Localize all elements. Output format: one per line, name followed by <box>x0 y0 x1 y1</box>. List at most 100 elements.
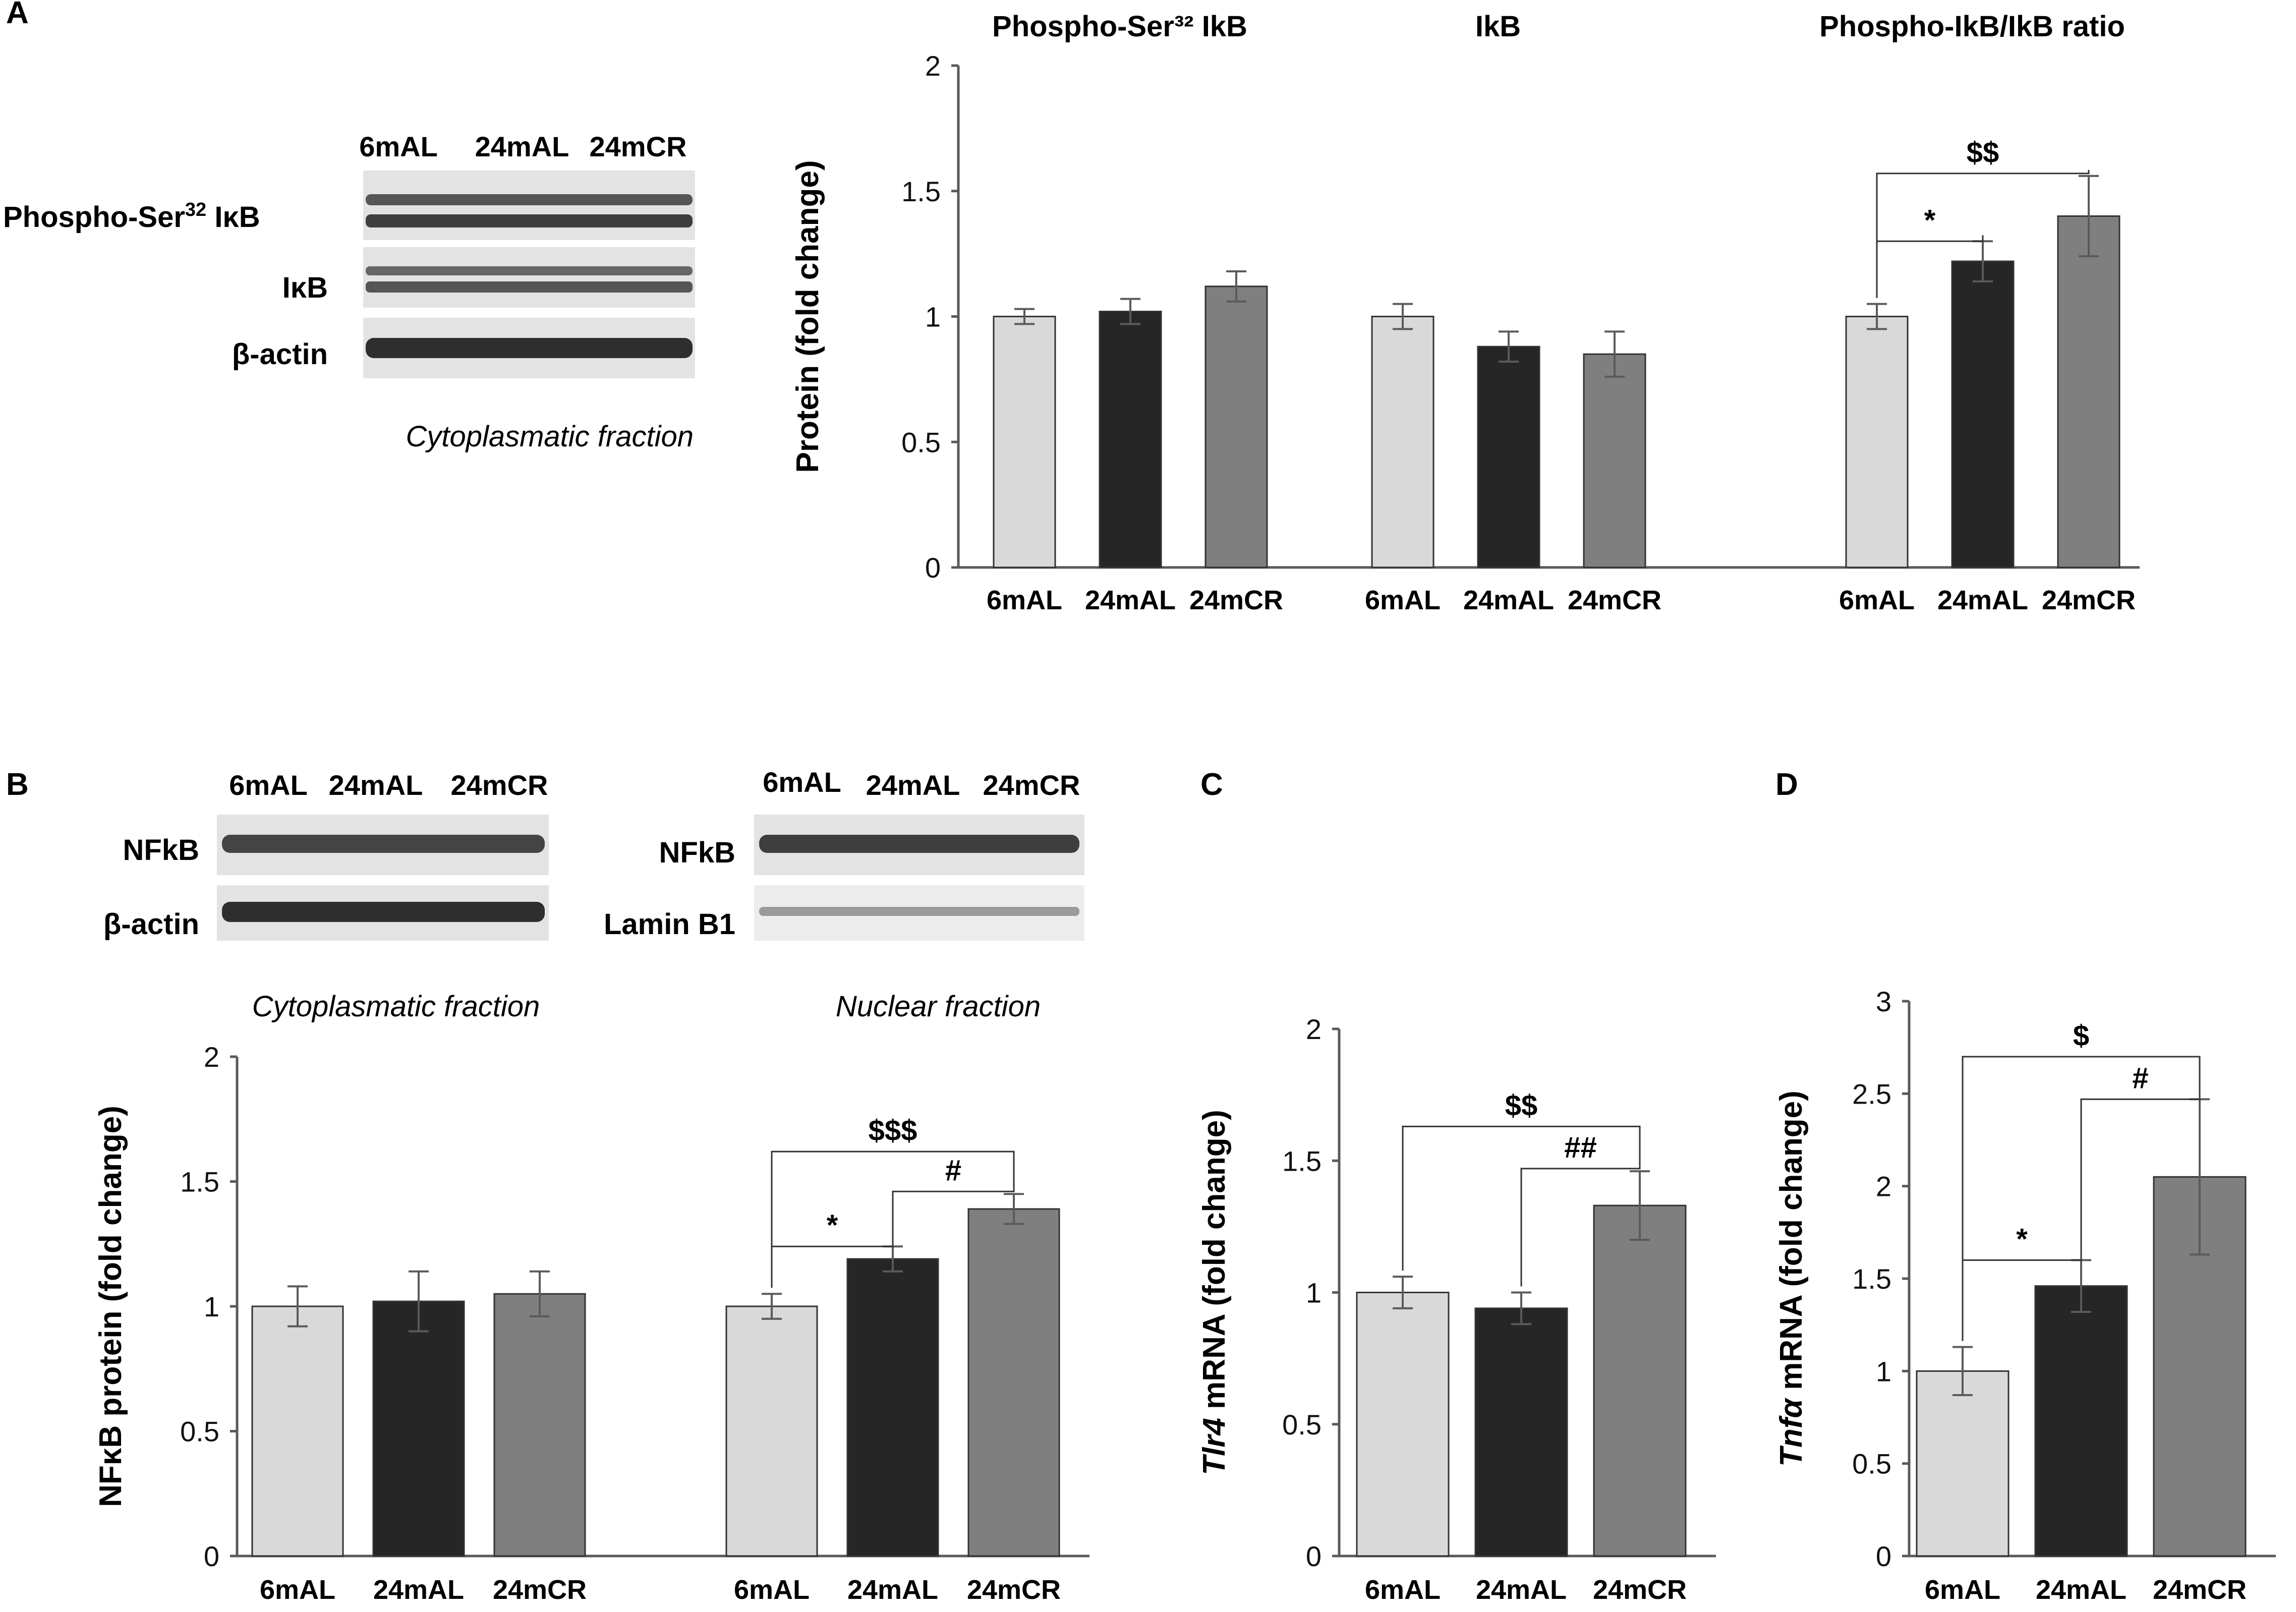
bar <box>1583 353 1646 568</box>
x-tick-label: 24mAL <box>2036 1575 2127 1605</box>
significance-label: # <box>945 1154 961 1187</box>
y-tick-label: 1 <box>204 1291 219 1322</box>
blot-b-nuc-row-label: NFkB <box>659 836 735 869</box>
x-tick-label: 6mAL <box>1365 585 1441 615</box>
y-tick-label: 1 <box>925 301 941 333</box>
y-tick-label: 1.5 <box>901 176 941 207</box>
y-tick-label: 2 <box>1306 1013 1322 1045</box>
blot-a-row-label-ikb: IκB <box>282 271 328 304</box>
blot-b-band <box>759 835 1079 853</box>
bar <box>2057 215 2120 568</box>
x-tick-label: 24mCR <box>967 1575 1061 1605</box>
bar <box>967 1208 1060 1557</box>
y-tick-label: 0.5 <box>1852 1448 1891 1480</box>
bar <box>993 316 1056 568</box>
significance-bracket <box>1962 1056 2201 1341</box>
blot-a-strip-ikb <box>363 247 695 308</box>
significance-label: * <box>2016 1223 2028 1255</box>
x-tick-label: 24mCR <box>1189 585 1283 615</box>
bar <box>1593 1204 1687 1557</box>
x-tick-label: 24mAL <box>847 1575 938 1605</box>
x-tick-label: 24mCR <box>2153 1575 2247 1605</box>
x-tick-label: 6mAL <box>987 585 1062 615</box>
y-axis-label-rest: mRNA (fold change) <box>1197 1110 1232 1418</box>
y-tick-label: 2 <box>925 50 941 82</box>
panel-label-d: D <box>1775 767 1798 802</box>
significance-label: * <box>827 1209 838 1242</box>
significance-bracket <box>771 1150 1015 1288</box>
blot-b-band <box>759 907 1079 916</box>
x-tick-label: 6mAL <box>1839 585 1915 615</box>
blot-b-nuc-row-label: Lamin B1 <box>604 908 735 941</box>
x-tick-label: 6mAL <box>734 1575 810 1605</box>
y-axis-label-gene: Tnfα <box>1774 1397 1809 1466</box>
significance-label: # <box>2132 1062 2148 1095</box>
y-tick-label: 1 <box>1306 1277 1322 1309</box>
x-tick-label: 24mCR <box>493 1575 587 1605</box>
significance-label: $$$ <box>869 1114 917 1147</box>
panel-label-b: B <box>6 767 29 802</box>
blot-a-lane-label: 24mAL <box>475 131 569 162</box>
blot-a-band <box>366 194 693 205</box>
y-axis-label: NFκB protein (fold change) <box>93 1106 128 1507</box>
y-tick-label: 1.5 <box>1852 1263 1891 1295</box>
x-tick-label: 24mCR <box>2042 585 2136 615</box>
blot-a-fraction-label: Cytoplasmatic fraction <box>406 420 694 453</box>
y-tick-label: 3 <box>1876 986 1891 1017</box>
blot-b-cyto-row-label: NFkB <box>123 834 199 867</box>
significance-bracket <box>1520 1165 1641 1287</box>
y-axis-label-gene: Tlr4 <box>1197 1418 1232 1475</box>
blot-a: 6mAL 24mAL 24mCR Phospho-Ser32 IκB IκB β… <box>3 131 695 453</box>
x-tick-label: 24mAL <box>373 1575 464 1605</box>
blot-a-row-label-phospho: Phospho-Ser32 IκB <box>3 199 260 234</box>
significance-label: ## <box>1564 1131 1597 1164</box>
blot-a-band <box>366 338 693 358</box>
panel-label-c: C <box>1200 767 1223 802</box>
y-axis-label: Protein (fold change) <box>790 160 825 473</box>
group-title: Phospho-IkB/IkB ratio <box>1819 10 2125 43</box>
y-tick-label: 0.5 <box>901 426 941 458</box>
y-axis-label: Tnfα mRNA (fold change) <box>1774 1090 1809 1467</box>
significance-label: $ <box>2073 1019 2089 1052</box>
bar <box>372 1300 465 1557</box>
blot-a-band <box>366 266 693 275</box>
x-tick-label: 24mCR <box>1568 585 1661 615</box>
bar <box>2153 1176 2247 1557</box>
blot-b-nuc-lane-label: 24mAL <box>866 769 960 801</box>
bar <box>1845 316 1909 568</box>
group-title: Nuclear fraction <box>836 990 1041 1023</box>
y-tick-label: 0 <box>1306 1540 1322 1572</box>
blot-b-nuc: 6mAL 24mAL 24mCR NFkB Lamin B1 <box>604 766 1084 941</box>
bar <box>493 1293 586 1557</box>
bar <box>251 1305 344 1557</box>
x-tick-label: 24mAL <box>1937 585 2028 615</box>
group-title: IkB <box>1475 10 1521 43</box>
x-tick-label: 24mAL <box>1476 1575 1567 1605</box>
y-tick-label: 1.5 <box>1282 1145 1322 1177</box>
significance-bracket <box>2080 1093 2201 1254</box>
y-tick-label: 1 <box>1876 1355 1891 1387</box>
blot-b-band <box>222 902 545 922</box>
blot-a-band <box>366 281 693 293</box>
bar <box>1951 260 2015 568</box>
blot-b-nuc-lane-label: 6mAL <box>763 766 841 798</box>
bar <box>1477 346 1540 568</box>
significance-bracket <box>1876 169 2090 298</box>
charts: 0 0.5 1 1.5 2 Protein (fold change) Phospho-Se… <box>93 10 2276 1605</box>
bar <box>2034 1285 2128 1557</box>
y-axis-label: Tlr4 mRNA (fold change) <box>1197 1110 1232 1475</box>
bar <box>1204 285 1268 568</box>
significance-label: * <box>1924 204 1936 237</box>
bar <box>846 1258 939 1557</box>
y-tick-label: 0.5 <box>180 1416 219 1448</box>
bar <box>1474 1307 1568 1557</box>
significance-bracket <box>1402 1125 1641 1271</box>
y-tick-label: 2.5 <box>1852 1078 1891 1110</box>
bar <box>1371 316 1434 568</box>
blot-b-nuc-lane-label: 24mCR <box>983 769 1080 801</box>
y-tick-label: 0 <box>204 1540 219 1572</box>
x-tick-label: 24mAL <box>1085 585 1176 615</box>
bar <box>725 1305 818 1557</box>
y-tick-label: 0 <box>925 552 941 584</box>
